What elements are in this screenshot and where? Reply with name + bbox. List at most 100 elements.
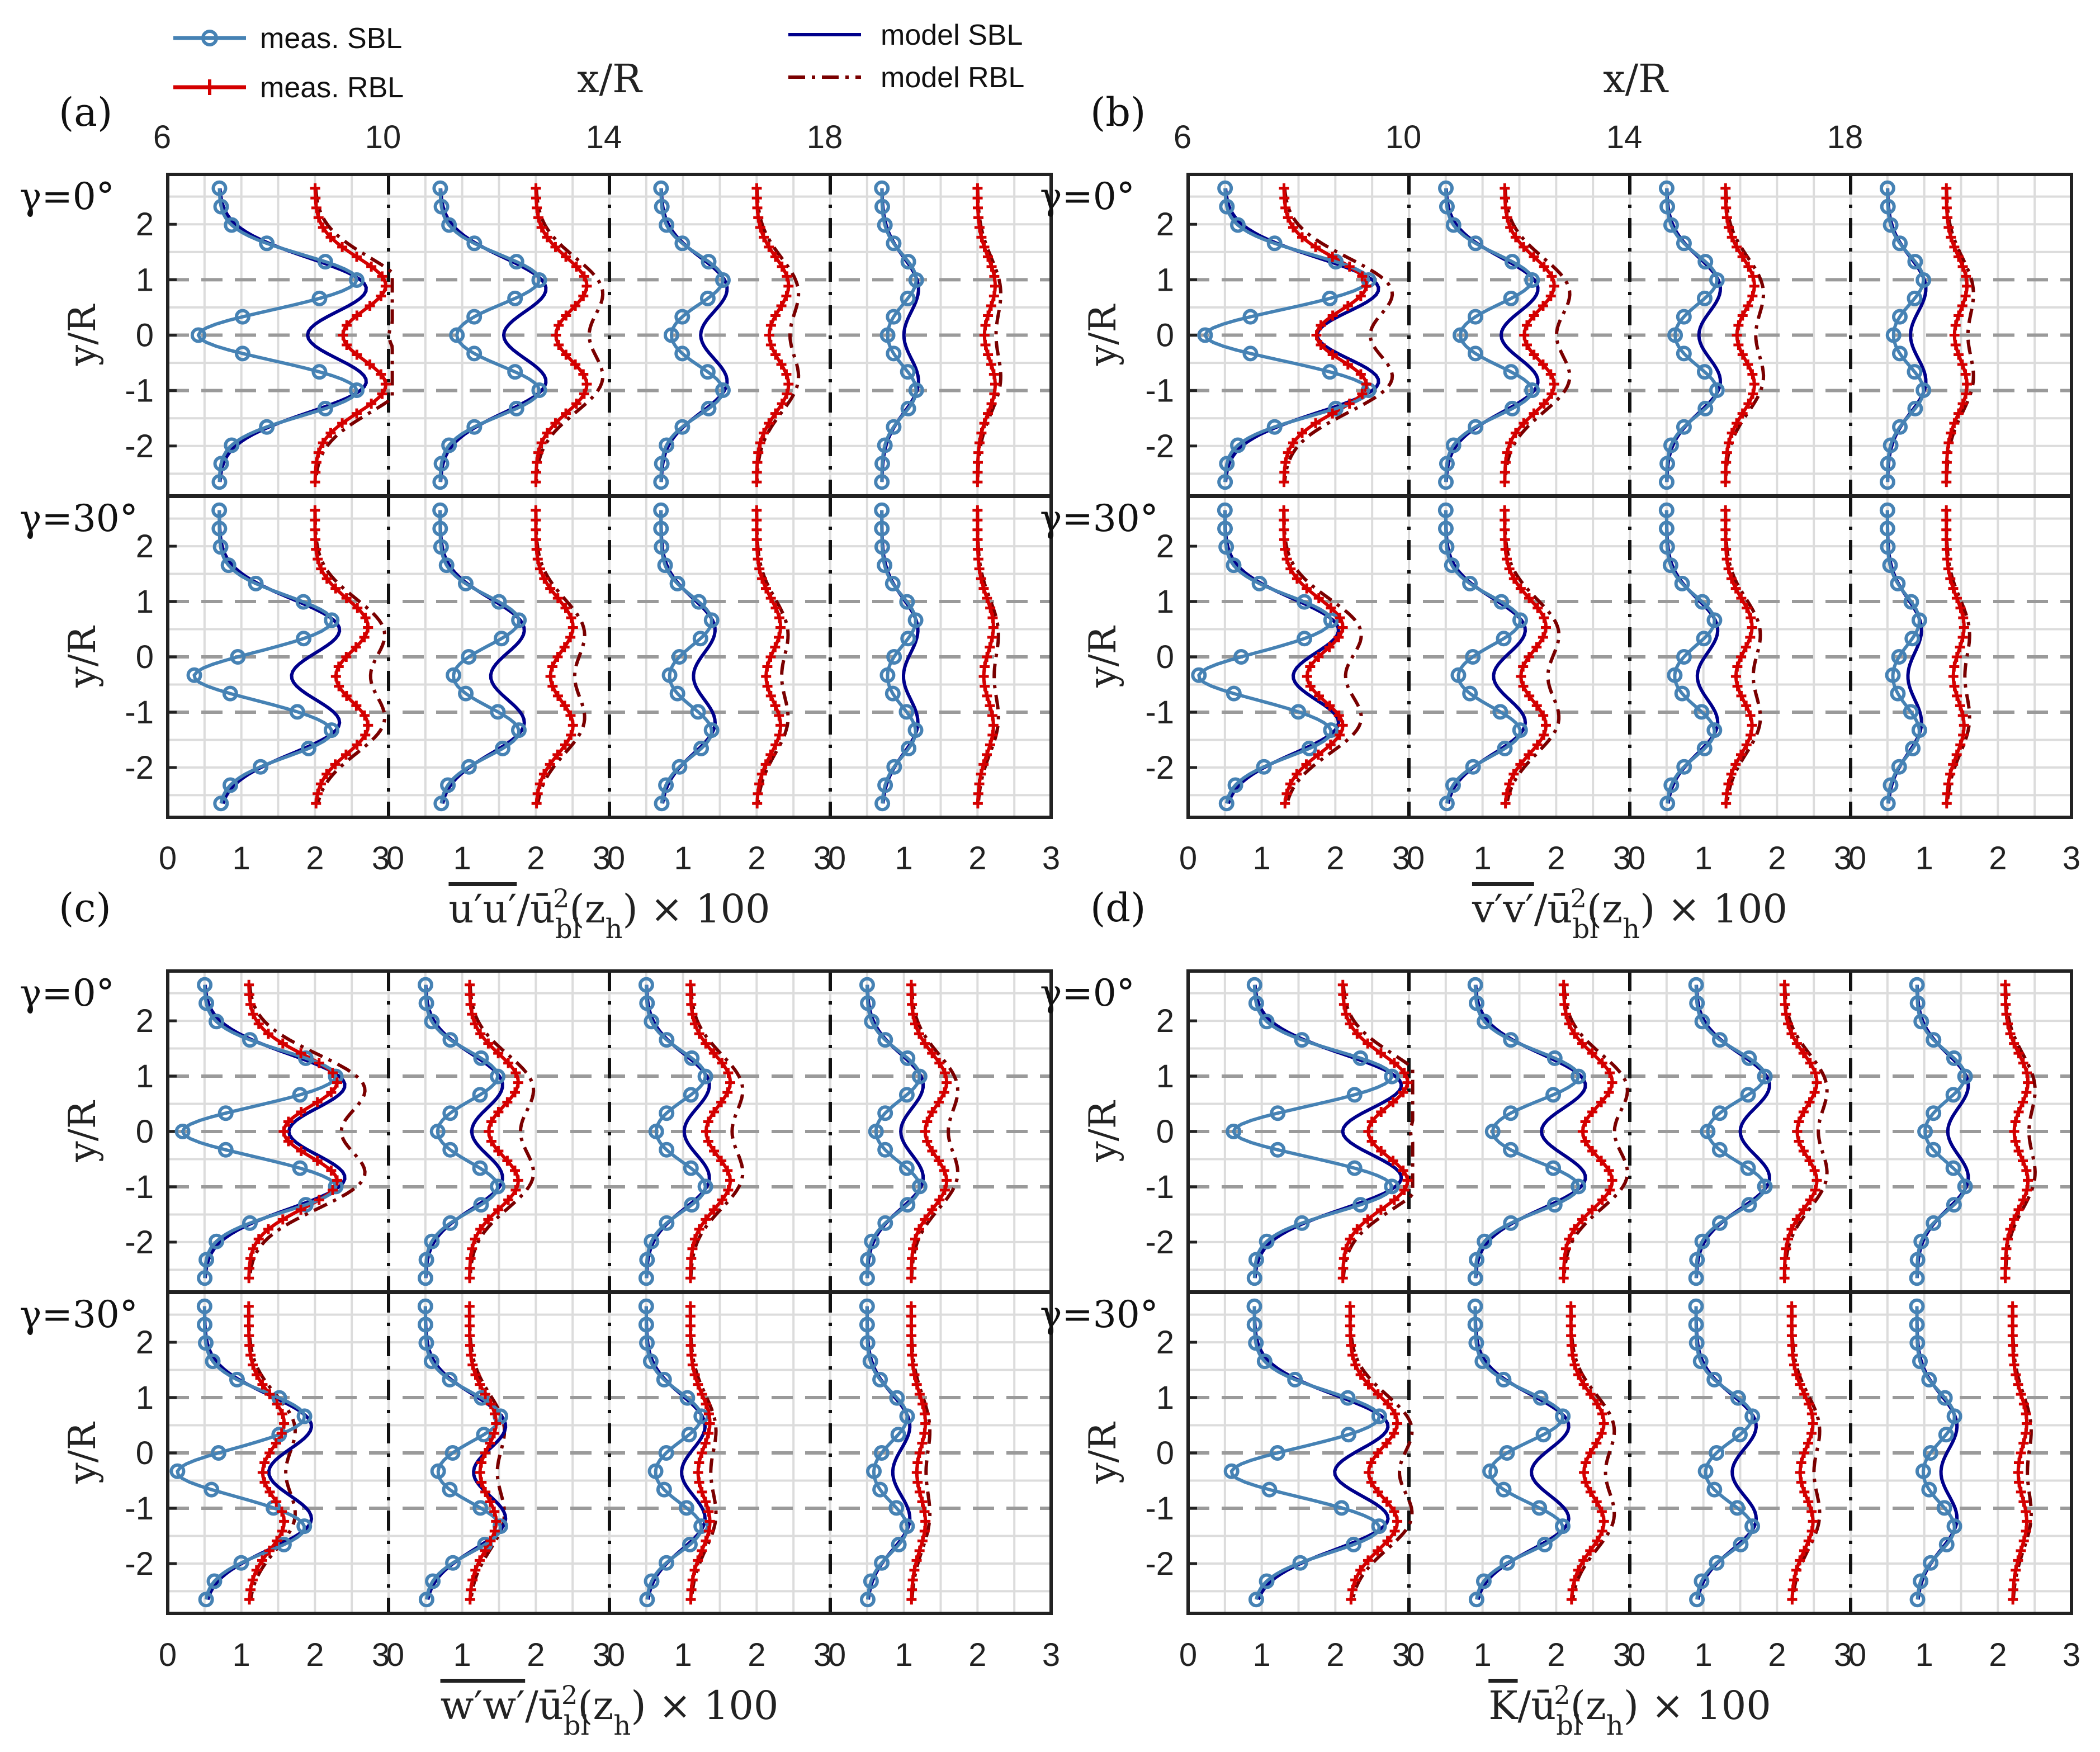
meas-sbl-point bbox=[1499, 1445, 1515, 1461]
meas-sbl-point bbox=[1301, 740, 1317, 756]
meas-sbl-point bbox=[654, 539, 670, 555]
meas-sbl-point bbox=[292, 1087, 308, 1103]
meas-sbl-point bbox=[684, 1197, 700, 1213]
meas-sbl-point bbox=[495, 740, 511, 756]
meas-sbl-point bbox=[190, 327, 206, 343]
x-tick-label: 3 bbox=[813, 1637, 831, 1673]
panel-0: (a)x/R6 10 14 18γ=0°210-1-2y/Rγ=30°210-1-2y… bbox=[20, 56, 1060, 945]
x-axis-label-part: w′w′ bbox=[441, 1683, 526, 1729]
meas-sbl-point bbox=[1911, 722, 1927, 738]
model-rbl-line bbox=[247, 1306, 297, 1600]
legend-item-meas-rbl: meas. RBL bbox=[173, 72, 404, 104]
y-axis-label: y/R bbox=[61, 1421, 104, 1484]
y-tick-label: 1 bbox=[1156, 584, 1174, 620]
meas-sbl-point bbox=[1248, 1592, 1264, 1608]
meas-sbl-point bbox=[1688, 1335, 1705, 1351]
y-tick-label: 2 bbox=[1156, 206, 1174, 243]
meas-sbl-point bbox=[1259, 1573, 1275, 1589]
meas-sbl-point bbox=[907, 722, 924, 738]
row-gamma0: γ=0° 2 1 0 -1 -2 y/R bbox=[1040, 173, 2073, 498]
x-tick-label: 0 bbox=[159, 840, 177, 877]
meas-sbl-point bbox=[442, 1032, 458, 1048]
meas-sbl-point bbox=[669, 685, 685, 702]
meas-sbl-point bbox=[511, 612, 527, 628]
meas-sbl-point bbox=[417, 1298, 433, 1314]
meas-sbl-point bbox=[1938, 1427, 1954, 1443]
x-tick-label: 3 bbox=[372, 1637, 390, 1673]
meas-sbl-point bbox=[873, 1445, 890, 1461]
meas-sbl-point bbox=[1545, 1160, 1562, 1176]
meas-sbl-point bbox=[531, 272, 547, 288]
meas-sbl-point bbox=[425, 1573, 441, 1589]
meas-sbl-point bbox=[296, 1518, 313, 1535]
meas-sbl-point bbox=[224, 437, 240, 453]
station-group bbox=[432, 502, 587, 812]
meas-sbl-point bbox=[433, 456, 450, 472]
meas-sbl-point bbox=[1891, 759, 1907, 775]
meas-sbl-point bbox=[888, 1500, 905, 1516]
x-tick-label: 3 bbox=[813, 840, 831, 877]
meas-sbl-point bbox=[683, 1087, 699, 1103]
meas-sbl-point bbox=[1546, 1050, 1563, 1066]
meas-sbl-point bbox=[197, 1335, 214, 1351]
top-tick-label: 6 bbox=[153, 119, 171, 155]
meas-sbl-point bbox=[701, 254, 717, 270]
meas-sbl-point bbox=[197, 977, 213, 993]
meas-sbl-point bbox=[433, 198, 450, 215]
station-group bbox=[1223, 1298, 1414, 1608]
meas-sbl-point bbox=[1706, 722, 1723, 738]
meas-sbl-point bbox=[644, 1233, 660, 1249]
x-axis-label-part: v′v′ bbox=[1472, 886, 1534, 932]
meas-rbl-line bbox=[247, 984, 339, 1279]
meas-sbl-point bbox=[1909, 995, 1926, 1011]
meas-sbl-point bbox=[1917, 1124, 1933, 1139]
x-tick-label: 3 bbox=[1613, 1637, 1631, 1673]
meas-sbl-point bbox=[859, 1592, 876, 1608]
x-axis-label-part: h bbox=[606, 913, 623, 945]
y-tick-label: -1 bbox=[125, 1490, 154, 1527]
station-group bbox=[1879, 180, 1975, 490]
meas-sbl-point bbox=[1909, 1317, 1925, 1333]
meas-sbl-point bbox=[473, 1197, 489, 1213]
meas-sbl-point bbox=[432, 520, 448, 537]
y-axis-label: y/R bbox=[61, 625, 104, 688]
top-tick-label: 6 bbox=[1174, 119, 1191, 155]
meas-sbl-point bbox=[1256, 1353, 1273, 1370]
meas-sbl-point bbox=[1227, 777, 1243, 793]
meas-sbl-point bbox=[472, 1500, 489, 1516]
x-tick-label: 2 bbox=[527, 1637, 545, 1673]
meas-sbl-point bbox=[874, 474, 890, 490]
panel-tag: (a) bbox=[59, 89, 112, 135]
model-rbl-line bbox=[909, 1306, 932, 1600]
x-tick-label: 2 bbox=[968, 840, 986, 877]
x-axis-label-part: 2 bbox=[561, 1680, 578, 1710]
meas-sbl-point bbox=[1676, 759, 1692, 775]
meas-sbl-point bbox=[1946, 1408, 1962, 1424]
meas-sbl-point bbox=[1438, 474, 1454, 490]
y-tick-label: 1 bbox=[1156, 262, 1174, 298]
x-tick-label: 0 bbox=[1848, 840, 1866, 877]
meas-sbl-point bbox=[1892, 419, 1908, 435]
top-axis-label: x/R bbox=[1603, 56, 1669, 102]
station-group bbox=[1467, 1298, 1616, 1608]
meas-sbl-point bbox=[531, 382, 547, 399]
meas-sbl-point bbox=[879, 667, 896, 683]
meas-sbl-point bbox=[898, 1160, 915, 1176]
row-label: γ=30° bbox=[20, 1293, 138, 1336]
x-tick-label: 3 bbox=[2063, 1637, 2080, 1673]
meas-sbl-point bbox=[490, 704, 506, 720]
meas-sbl-point bbox=[1467, 309, 1483, 325]
legend-item-meas-sbl: meas. SBL bbox=[173, 22, 402, 55]
y-tick-label: 1 bbox=[136, 584, 154, 620]
meas-sbl-point bbox=[899, 1408, 915, 1424]
meas-sbl-point bbox=[311, 364, 328, 380]
meas-sbl-point bbox=[877, 437, 893, 453]
station-group bbox=[417, 1298, 509, 1608]
meas-sbl-point bbox=[859, 1317, 875, 1333]
meas-sbl-point bbox=[508, 400, 524, 416]
meas-sbl-point bbox=[654, 795, 670, 812]
meas-sbl-point bbox=[1667, 667, 1683, 683]
meas-sbl-point bbox=[1912, 1353, 1928, 1370]
meas-sbl-point bbox=[1217, 474, 1233, 490]
meas-sbl-point bbox=[1475, 1573, 1492, 1589]
